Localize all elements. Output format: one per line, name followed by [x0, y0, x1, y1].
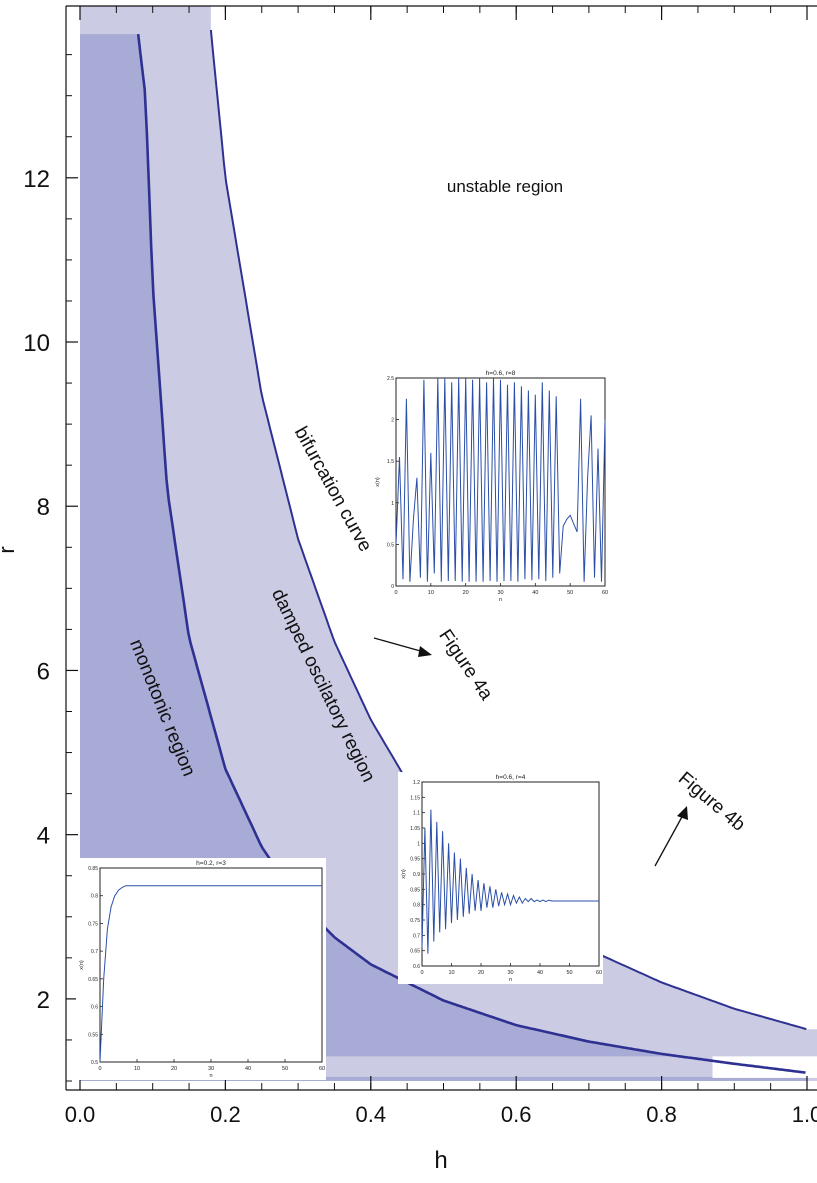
inset-x-label: n [499, 597, 502, 603]
inset-x-label: n [509, 977, 512, 983]
x-axis-label: h [434, 1147, 447, 1174]
figure-4a-arrow [373, 637, 425, 653]
inset-x-tick-label: 10 [448, 970, 454, 976]
y-tick-label: 2 [37, 987, 50, 1014]
inset-y-tick-label: 0 [391, 584, 394, 590]
figure-4b-arrowhead [677, 806, 688, 820]
region-label-unstable: unstable region [447, 177, 563, 196]
inset-y-tick-label: 0.65 [88, 977, 98, 983]
inset-x-tick-label: 40 [537, 970, 543, 976]
inset-y-tick-label: 1 [391, 501, 394, 507]
inset-y-tick-label: 0.55 [88, 1032, 98, 1038]
inset-series-line [421, 809, 599, 954]
x-tick-label: 0.4 [356, 1102, 387, 1127]
inset-y-tick-label: 0.7 [413, 933, 420, 939]
inset-background [398, 772, 603, 984]
inset-x-tick-label: 30 [507, 970, 513, 976]
inset-x-tick-label: 50 [567, 590, 573, 596]
inset-series-line [395, 377, 606, 582]
monotonic-boundary-curve [136, 33, 806, 1074]
x-tick-label: 0.2 [210, 1102, 241, 1127]
inset-y-tick-label: 0.85 [88, 866, 98, 872]
inset-x-tick-label: 30 [497, 590, 503, 596]
inset-series-line [99, 885, 322, 1063]
inset-y-tick-label: 0.75 [410, 918, 420, 924]
inset-x-tick-label: 60 [602, 590, 608, 596]
damped-oscillatory-region-fill [80, 6, 817, 1081]
figure-4b-arrow [654, 814, 684, 867]
inset-y-tick-label: 0.8 [413, 903, 420, 909]
inset-y-tick-label: 1 [417, 841, 420, 847]
inset-y-tick-label: 1.5 [387, 459, 394, 465]
figure-4a-arrowhead [418, 646, 432, 657]
inset-background [76, 858, 326, 1080]
inset-x-tick-label: 40 [532, 590, 538, 596]
inset-y-tick-label: 0.8 [91, 894, 98, 900]
inset-x-tick-label: 0 [98, 1066, 101, 1072]
inset-y-tick-label: 1.2 [413, 780, 420, 786]
inset-y-tick-label: 0.6 [413, 964, 420, 970]
inset-y-tick-label: 0.6 [91, 1005, 98, 1011]
inset-y-tick-label: 0.65 [410, 949, 420, 955]
inset-y-tick-label: 0.5 [387, 542, 394, 548]
inset-y-tick-label: 0.95 [410, 857, 420, 863]
axes: 0.00.20.40.60.81.024681012hr [0, 5, 817, 1174]
y-tick-label: 4 [37, 823, 50, 850]
inset-y-tick-label: 0.9 [413, 872, 420, 878]
inset-x-tick-label: 20 [463, 590, 469, 596]
inset-x-tick-label: 40 [245, 1066, 251, 1072]
inset-x-tick-label: 0 [420, 970, 423, 976]
bifurcation-curve-label: bifurcation curve [290, 423, 376, 555]
inset-plot: h=0.2, r=3 0 10 20 30 40 50 60 0.5 0.55 0.6 0.65 0.7… [76, 858, 326, 1080]
x-tick-label: 0.8 [646, 1102, 677, 1127]
inset-x-tick-label: 30 [208, 1066, 214, 1072]
inset-y-tick-label: 0.5 [91, 1060, 98, 1066]
y-axis-label: r [0, 546, 19, 553]
inset-plot: h=0.6, r=8 0 10 20 30 40 50 60 0 0.5 1 1.5 2 2.5 n x(n) [372, 368, 609, 604]
y-tick-label: 6 [37, 658, 50, 685]
inset-x-tick-label: 60 [596, 970, 602, 976]
y-tick-label: 12 [23, 166, 50, 193]
inset-x-tick-label: 20 [478, 970, 484, 976]
inset-plot: h=0.6, r=4 0 10 20 30 40 50 60 0.6 0.65 0.7 0.75 0.8… [398, 772, 603, 984]
inset-x-tick-label: 50 [566, 970, 572, 976]
annotation-arrows [373, 637, 688, 867]
inset-title: h=0.6, r=4 [496, 774, 526, 781]
inset-y-label: x(n) [375, 477, 381, 487]
inset-x-tick-label: 50 [282, 1066, 288, 1072]
inset-plots: h=0.6, r=80 10 20 30 40 50 6000.511.522.5nx(n)… [76, 368, 609, 1080]
y-tick-label: 10 [23, 330, 50, 357]
inset-y-tick-label: 1.15 [410, 795, 420, 801]
inset-y-tick-label: 1.05 [410, 826, 420, 832]
inset-y-tick-label: 0.7 [91, 949, 98, 955]
inset-y-tick-label: 0.85 [410, 887, 420, 893]
x-tick-label: 0.0 [65, 1102, 96, 1127]
x-tick-label: 1.0 [792, 1102, 817, 1127]
inset-y-tick-label: 1.1 [413, 811, 420, 817]
x-tick-label: 0.6 [501, 1102, 532, 1127]
inset-y-tick-label: 2.5 [387, 376, 394, 382]
y-tick-label: 8 [37, 494, 50, 521]
inset-title: h=0.6, r=8 [486, 370, 516, 377]
inset-x-tick-label: 10 [134, 1066, 140, 1072]
inset-y-tick-label: 2 [391, 418, 394, 424]
figure-4a-label: Figure 4a [434, 626, 497, 705]
inset-x-tick-label: 60 [319, 1066, 325, 1072]
inset-title: h=0.2, r=3 [196, 860, 226, 867]
inset-y-label: x(n) [401, 869, 407, 879]
inset-x-tick-label: 10 [428, 590, 434, 596]
figure-4b-label: Figure 4b [674, 768, 749, 836]
inset-y-tick-label: 0.75 [88, 921, 98, 927]
inset-y-label: x(n) [79, 960, 85, 970]
inset-x-label: n [209, 1073, 212, 1079]
inset-x-tick-label: 20 [171, 1066, 177, 1072]
inset-x-tick-label: 0 [394, 590, 397, 596]
